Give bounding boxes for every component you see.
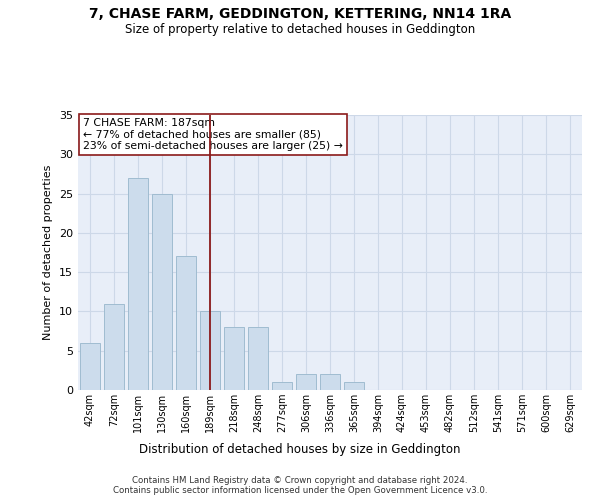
Bar	[200, 312, 220, 390]
Bar	[104, 304, 124, 390]
Bar	[80, 343, 100, 390]
Bar	[128, 178, 148, 390]
Bar	[152, 194, 172, 390]
Bar	[320, 374, 340, 390]
Y-axis label: Number of detached properties: Number of detached properties	[43, 165, 53, 340]
Bar	[344, 382, 364, 390]
Text: Contains HM Land Registry data © Crown copyright and database right 2024.
Contai: Contains HM Land Registry data © Crown c…	[113, 476, 487, 495]
Bar	[296, 374, 316, 390]
Bar	[176, 256, 196, 390]
Text: 7, CHASE FARM, GEDDINGTON, KETTERING, NN14 1RA: 7, CHASE FARM, GEDDINGTON, KETTERING, NN…	[89, 8, 511, 22]
Bar	[272, 382, 292, 390]
Text: Distribution of detached houses by size in Geddington: Distribution of detached houses by size …	[139, 442, 461, 456]
Text: Size of property relative to detached houses in Geddington: Size of property relative to detached ho…	[125, 22, 475, 36]
Text: 7 CHASE FARM: 187sqm
← 77% of detached houses are smaller (85)
23% of semi-detac: 7 CHASE FARM: 187sqm ← 77% of detached h…	[83, 118, 343, 151]
Bar	[248, 327, 268, 390]
Bar	[224, 327, 244, 390]
